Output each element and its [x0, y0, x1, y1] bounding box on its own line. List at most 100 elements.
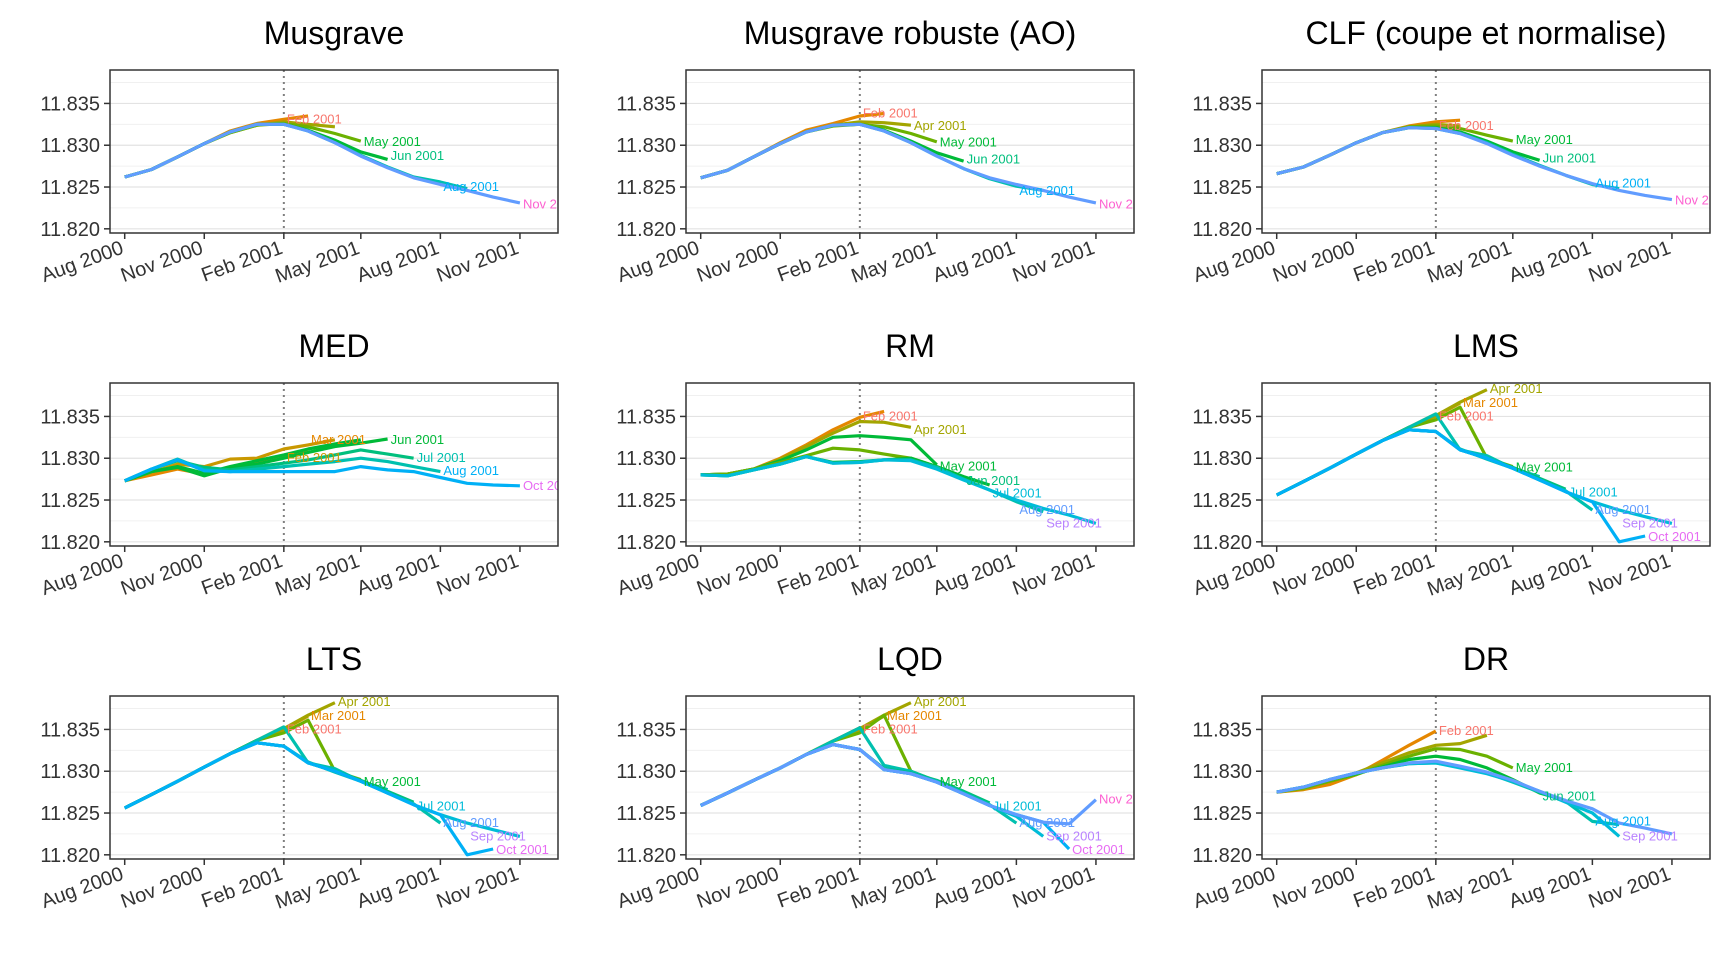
x-tick-label: Aug 2001 [930, 237, 1018, 287]
x-tick-label: Feb 2001 [775, 550, 862, 600]
series-end-label: Feb 2001 [287, 450, 342, 465]
y-tick-label: 11.835 [40, 406, 100, 428]
facet-panel: Musgrave robuste (AO) Feb 2001 Apr 2001 May… [576, 0, 1152, 313]
x-tick-label: Nov 2000 [118, 550, 206, 600]
y-tick-label: 11.825 [616, 177, 676, 199]
y-tick-label: 11.820 [616, 845, 676, 867]
x-tick-label: Feb 2001 [199, 237, 286, 287]
x-tick-label: May 2001 [848, 237, 938, 288]
series-end-label: Aug 2001 [443, 463, 499, 478]
x-tick-label: May 2001 [1424, 237, 1514, 288]
series-end-label: Oct 2001 [496, 842, 549, 857]
panel-title: MED [298, 328, 369, 364]
x-tick-label: Aug 2000 [38, 863, 126, 913]
x-tick-label: Aug 2000 [38, 550, 126, 600]
x-tick-label: May 2001 [848, 550, 938, 601]
x-tick-label: Aug 2001 [1506, 237, 1594, 287]
facet-panel: LMS Apr 2001 Mar 2001 Feb 2001 May 2001 Jul 2… [1152, 313, 1728, 626]
panel-border [1261, 69, 1711, 234]
series-end-label: Mar 2001 [887, 708, 942, 723]
series-end-label: Jun 2001 [391, 432, 445, 447]
x-tick-label: Nov 2000 [1270, 237, 1358, 287]
x-tick-label: Feb 2001 [199, 550, 286, 600]
series-end-label: Feb 2001 [863, 408, 918, 423]
label-group: Feb 2001 May 2001 Jun 2001 Aug 2001 Nov 2001 [1439, 118, 1728, 207]
panel-title: Musgrave [264, 15, 405, 51]
series-end-label: Jul 2001 [1569, 485, 1618, 500]
y-tick-label: 11.835 [40, 719, 100, 741]
y-tick-label: 11.830 [1192, 761, 1252, 783]
panel-border [685, 69, 1135, 234]
series-end-label: Feb 2001 [1439, 408, 1494, 423]
series-line [1276, 759, 1673, 836]
x-tick-label: Nov 2001 [1586, 863, 1674, 913]
y-tick-label: 11.830 [616, 135, 676, 157]
y-tick-label: 11.820 [40, 845, 100, 867]
series-end-label: Jul 2001 [417, 798, 466, 813]
series-line [124, 458, 520, 488]
panel-border [685, 382, 1135, 547]
panel-title: CLF (coupe et normalise) [1305, 15, 1666, 51]
y-tick-label: 11.825 [1192, 177, 1252, 199]
y-tick-label: 11.820 [1192, 532, 1252, 554]
series-end-label: May 2001 [940, 459, 997, 474]
x-tick-label: Aug 2000 [1190, 863, 1278, 913]
series-end-label: Aug 2001 [1595, 502, 1651, 517]
series-end-label: Apr 2001 [914, 694, 967, 709]
plot-background [686, 70, 1134, 233]
series-end-label: Mar 2001 [1463, 395, 1518, 410]
facet-panel: DR Feb 2001 May 2001 Jun 2001 Aug 2001 Sep 20… [1152, 626, 1728, 939]
x-tick-label: Nov 2001 [1010, 237, 1098, 287]
series-end-label: Aug 2001 [1019, 502, 1075, 517]
x-tick-label: Nov 2001 [434, 237, 522, 287]
y-tick-label: 11.820 [616, 219, 676, 241]
series-end-label: Feb 2001 [863, 721, 918, 736]
panel-border [1261, 695, 1711, 860]
series-end-label: Jun 2001 [391, 148, 445, 163]
y-tick-label: 11.830 [40, 135, 100, 157]
x-tick-label: May 2001 [1424, 863, 1514, 914]
series-end-label: May 2001 [940, 135, 997, 150]
series-end-label: Oct 2001 [1072, 842, 1125, 857]
y-tick-label: 11.830 [40, 761, 100, 783]
series-end-label: Jul 2001 [993, 798, 1042, 813]
x-tick-label: Nov 2000 [694, 237, 782, 287]
series-end-label: May 2001 [1516, 760, 1573, 775]
plot-background [1262, 70, 1710, 233]
series-group [700, 701, 1097, 851]
series-end-label: Apr 2001 [914, 422, 967, 437]
series-group [1276, 729, 1673, 838]
series-line [124, 122, 521, 205]
x-tick-label: Aug 2001 [930, 550, 1018, 600]
panel-border [109, 69, 559, 234]
x-tick-label: Nov 2001 [1010, 550, 1098, 600]
y-tick-label: 11.830 [616, 761, 676, 783]
y-tick-label: 11.820 [1192, 845, 1252, 867]
y-tick-label: 11.835 [616, 406, 676, 428]
x-tick-label: Nov 2000 [1270, 550, 1358, 600]
series-end-label: Apr 2001 [1490, 381, 1543, 396]
series-end-label: Nov 2001 [1675, 192, 1728, 207]
series-line [700, 455, 1097, 525]
series-end-label: Aug 2001 [1019, 815, 1075, 830]
series-end-label: Jun 2001 [967, 151, 1021, 166]
y-tick-label: 11.835 [1192, 719, 1252, 741]
series-end-label: Feb 2001 [1439, 723, 1494, 738]
facet-panel: CLF (coupe et normalise) Feb 2001 May 2001… [1152, 0, 1728, 313]
series-end-label: Mar 2001 [311, 708, 366, 723]
series-group [1276, 118, 1673, 202]
facet-panel: MED Mar 2001 Feb 2001 Jun 2001 Jul 2001 Aug 2… [0, 313, 576, 626]
x-tick-label: Feb 2001 [199, 863, 286, 913]
x-tick-label: Aug 2001 [354, 550, 442, 600]
x-tick-label: Feb 2001 [775, 237, 862, 287]
x-tick-label: Nov 2000 [694, 550, 782, 600]
x-tick-label: Aug 2001 [354, 237, 442, 287]
panel-title: LQD [877, 641, 943, 677]
